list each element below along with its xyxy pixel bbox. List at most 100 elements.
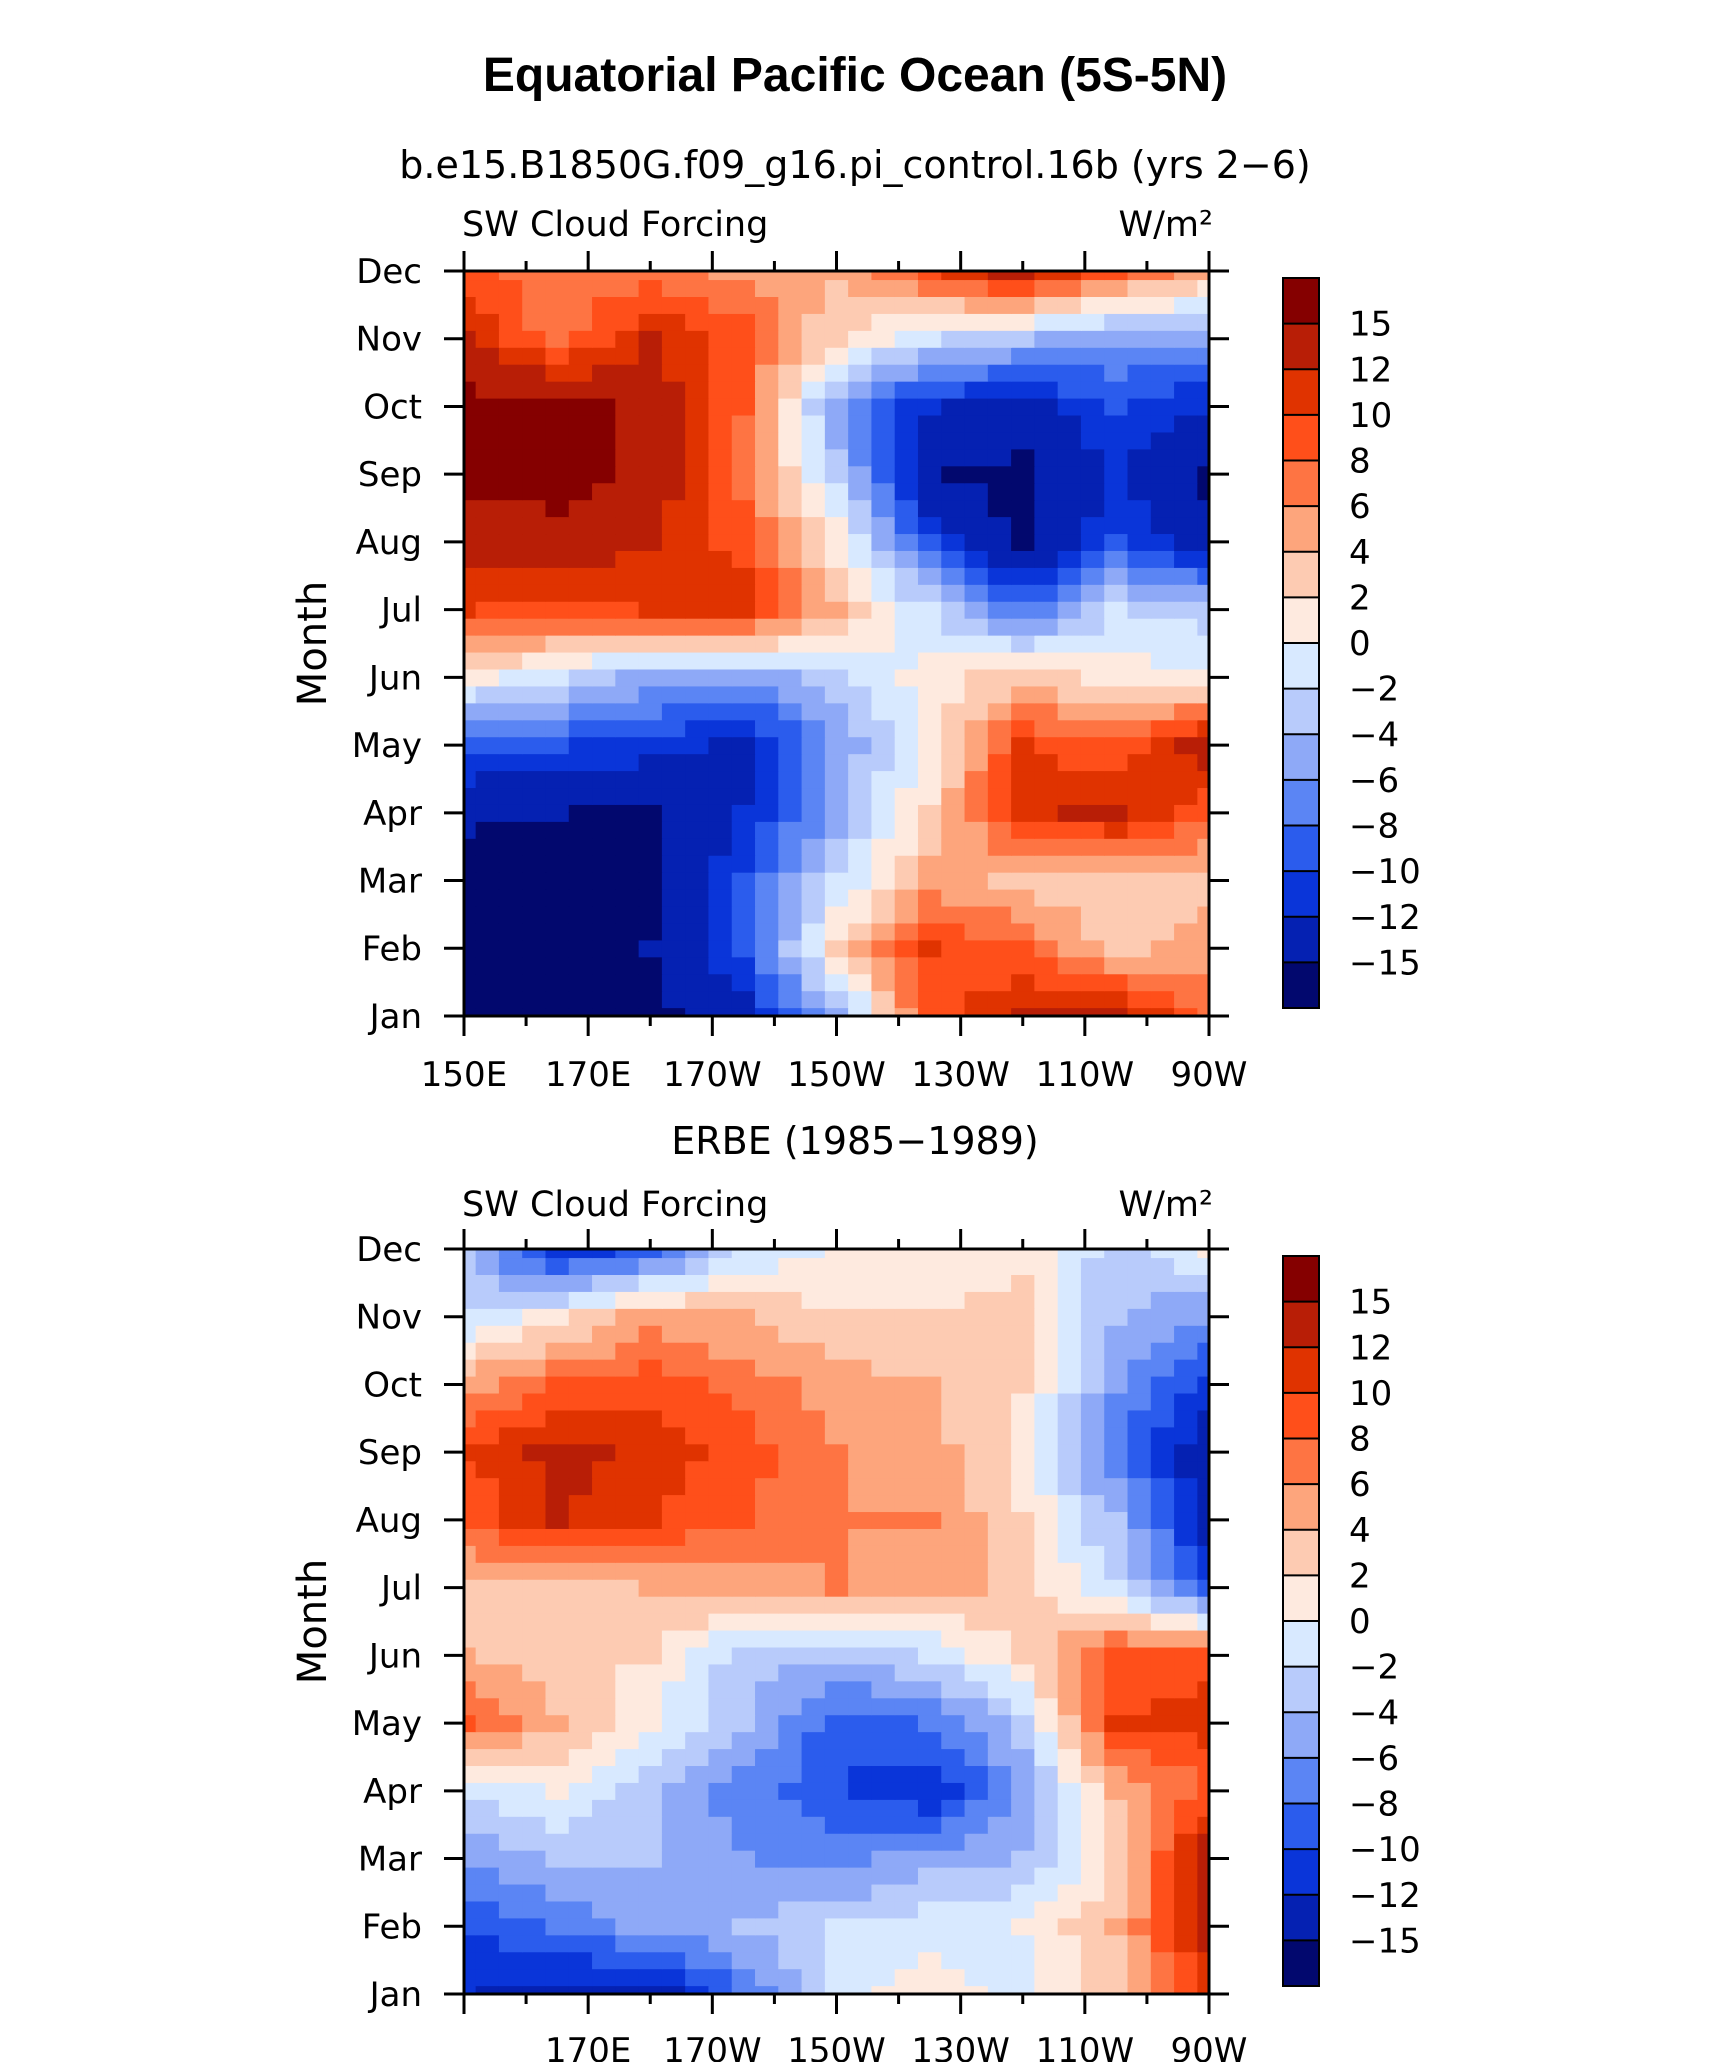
heatmap-cell — [1034, 482, 1059, 501]
heatmap-cell — [661, 922, 686, 941]
heatmap-cell — [731, 1697, 756, 1716]
heatmap-cell — [708, 922, 733, 941]
heatmap-cell — [801, 1375, 826, 1394]
heatmap-cell — [894, 889, 919, 907]
colorbar-label: −15 — [1349, 943, 1421, 983]
heatmap-cell — [848, 1765, 873, 1783]
heatmap-cell — [1197, 889, 1209, 907]
heatmap-cell — [1104, 550, 1129, 568]
heatmap-cell — [755, 1007, 779, 1016]
heatmap-cell — [731, 296, 756, 314]
heatmap-cell — [1057, 1799, 1082, 1817]
heatmap-cell — [498, 1375, 523, 1394]
heatmap-cell — [941, 1325, 966, 1343]
heatmap-cell — [1127, 1850, 1152, 1868]
heatmap-cell — [917, 787, 942, 805]
heatmap-cell — [778, 1731, 803, 1750]
heatmap-cell — [685, 516, 710, 535]
heatmap-cell — [894, 1562, 919, 1580]
heatmap-cell — [824, 685, 849, 704]
heatmap-cell — [464, 364, 477, 382]
heatmap-cell — [848, 397, 873, 416]
heatmap-cell — [871, 296, 896, 314]
heatmap-cell — [871, 1375, 896, 1394]
heatmap-cell — [778, 381, 803, 399]
heatmap-cell — [894, 1579, 919, 1597]
heatmap-cell — [1174, 550, 1198, 568]
heatmap-cell — [801, 1291, 826, 1309]
y-tick-label: Dec — [356, 252, 422, 292]
heatmap-cell — [801, 821, 826, 839]
heatmap-cell — [592, 1917, 616, 1936]
heatmap-cell — [661, 1731, 686, 1750]
heatmap-cell — [801, 1494, 826, 1513]
heatmap-cell — [1011, 533, 1035, 551]
heatmap-cell — [964, 1426, 989, 1445]
heatmap-cell — [545, 313, 570, 331]
heatmap-cell — [638, 1765, 663, 1783]
heatmap-cell — [1127, 1934, 1152, 1953]
heatmap-cell — [522, 313, 547, 331]
heatmap-cell — [1174, 1934, 1198, 1953]
heatmap-cell — [1080, 1934, 1105, 1953]
heatmap-cell — [1057, 1325, 1082, 1343]
heatmap-cell — [1104, 1579, 1129, 1597]
heatmap-cell — [661, 1951, 686, 1970]
heatmap-cell — [1057, 956, 1082, 975]
heatmap-cell — [661, 381, 686, 399]
heatmap-cell — [1127, 787, 1152, 805]
heatmap-cell — [1104, 685, 1129, 704]
heatmap-cell — [522, 1249, 547, 1259]
heatmap-cell — [661, 1359, 686, 1377]
heatmap-cell — [731, 1007, 756, 1016]
heatmap-cell — [638, 448, 663, 467]
heatmap-cell — [1197, 1968, 1209, 1987]
heatmap-cell — [1127, 601, 1152, 619]
heatmap-cell — [545, 990, 570, 1009]
heatmap-cell — [1057, 347, 1082, 365]
heatmap-cell — [1104, 1850, 1129, 1868]
heatmap-cell — [685, 1325, 710, 1343]
heatmap-cell — [731, 1663, 756, 1682]
heatmap-cell — [661, 1274, 686, 1292]
heatmap-cell — [522, 601, 547, 619]
heatmap-cell — [987, 1663, 1012, 1682]
heatmap-cell — [824, 635, 849, 653]
heatmap-cell — [464, 465, 477, 484]
heatmap-cell — [661, 1596, 686, 1614]
heatmap-cell — [498, 1934, 523, 1953]
heatmap-cell — [568, 1308, 593, 1326]
heatmap-cell — [568, 838, 593, 856]
heatmap-cell — [592, 364, 616, 382]
heatmap-cell — [475, 702, 500, 721]
heatmap-cell — [755, 482, 779, 501]
heatmap-cell — [1011, 770, 1035, 789]
heatmap-cell — [871, 448, 896, 467]
heatmap-cell — [1011, 1934, 1035, 1953]
heatmap-cell — [1150, 1511, 1175, 1529]
heatmap-cell — [475, 1477, 500, 1496]
colorbar-label: 15 — [1349, 1283, 1392, 1323]
heatmap-cell — [755, 685, 779, 704]
heatmap-cell — [824, 1511, 849, 1529]
heatmap-cell — [545, 1545, 570, 1563]
heatmap-cell — [1080, 990, 1105, 1009]
heatmap-cell — [1150, 1629, 1175, 1648]
colorbar-swatch — [1283, 688, 1319, 735]
heatmap-cell — [731, 1274, 756, 1292]
heatmap-cell — [755, 973, 779, 992]
heatmap-cell — [464, 397, 477, 416]
heatmap-cell — [708, 855, 733, 873]
heatmap-cell — [1057, 601, 1082, 619]
heatmap-cell — [1127, 397, 1152, 416]
heatmap-cell — [1034, 364, 1059, 382]
heatmap-cell — [1104, 1426, 1129, 1445]
heatmap-cell — [1011, 821, 1035, 839]
heatmap-cell — [1127, 1443, 1152, 1462]
heatmap-cell — [755, 1850, 779, 1868]
heatmap-cell — [708, 364, 733, 382]
heatmap-cell — [685, 431, 710, 450]
heatmap-cell — [1197, 448, 1209, 467]
heatmap-cell — [1034, 1951, 1059, 1970]
heatmap-cell — [1057, 397, 1082, 416]
